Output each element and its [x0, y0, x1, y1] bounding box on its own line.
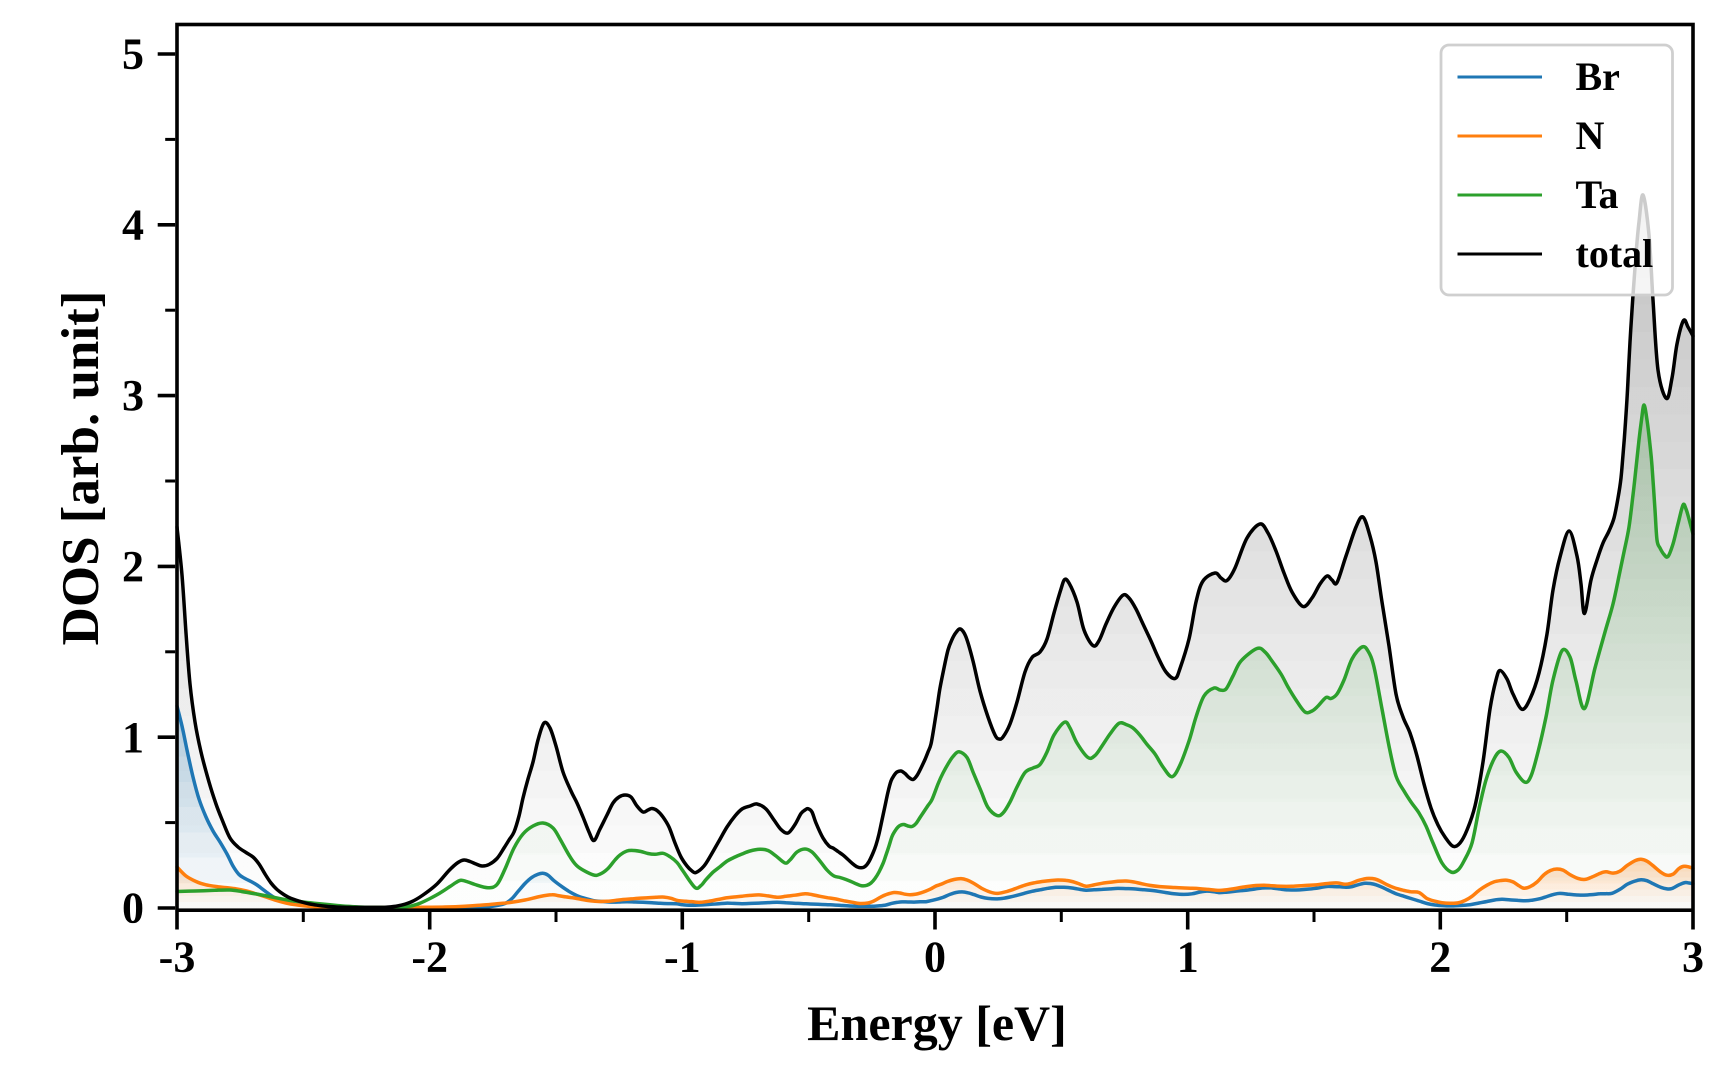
svg-text:0: 0: [924, 933, 946, 982]
svg-text:0: 0: [122, 884, 144, 933]
svg-text:1: 1: [1177, 933, 1199, 982]
svg-text:Energy [eV]: Energy [eV]: [807, 995, 1067, 1051]
svg-text:total: total: [1576, 231, 1654, 276]
svg-text:-3: -3: [159, 933, 196, 982]
svg-text:DOS [arb. unit]: DOS [arb. unit]: [52, 291, 110, 646]
svg-text:2: 2: [1429, 933, 1451, 982]
svg-text:1: 1: [122, 713, 144, 762]
svg-text:Br: Br: [1576, 54, 1620, 99]
svg-text:3: 3: [1682, 933, 1704, 982]
svg-text:Ta: Ta: [1576, 172, 1619, 217]
svg-text:-1: -1: [664, 933, 701, 982]
svg-text:N: N: [1576, 113, 1605, 158]
svg-text:-2: -2: [411, 933, 448, 982]
svg-text:2: 2: [122, 542, 144, 591]
svg-text:5: 5: [122, 30, 144, 79]
svg-text:4: 4: [122, 200, 144, 249]
svg-text:3: 3: [122, 371, 144, 420]
